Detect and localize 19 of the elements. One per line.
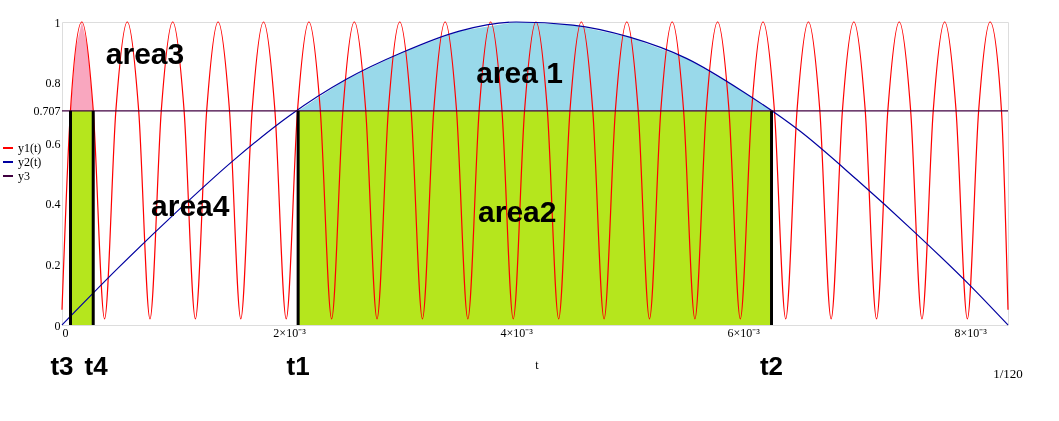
legend-label: y3	[18, 169, 30, 183]
y-tick-label: 1	[54, 15, 61, 30]
annotation: t4	[84, 351, 109, 381]
annotation: t2	[759, 351, 784, 381]
y-tick-label: 0.6	[45, 136, 61, 151]
y-tick-label: 0.4	[45, 197, 61, 212]
x-tick-label: 6×10⁻³	[727, 325, 761, 340]
text: 1/120	[993, 366, 1023, 381]
legend-label: y2(t)	[18, 155, 42, 169]
x-axis-title: t	[535, 358, 540, 372]
y-tick-label: 0.707	[33, 104, 61, 119]
x-tick-label: 8×10⁻³	[954, 325, 988, 340]
y-tick-label: 0.2	[45, 257, 61, 272]
legend-label: y1(t)	[18, 141, 42, 155]
y-tick-label: 0.8	[45, 76, 61, 91]
x-tick-label: 2×10⁻³	[273, 325, 307, 340]
x-tick-label: 4×10⁻³	[500, 325, 534, 340]
annotation: t3	[50, 351, 74, 381]
annotation: t1	[286, 351, 310, 381]
